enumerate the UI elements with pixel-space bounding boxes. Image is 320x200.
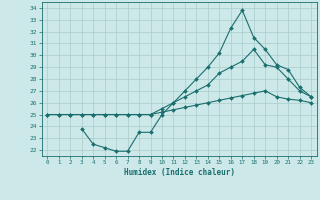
X-axis label: Humidex (Indice chaleur): Humidex (Indice chaleur) xyxy=(124,168,235,177)
